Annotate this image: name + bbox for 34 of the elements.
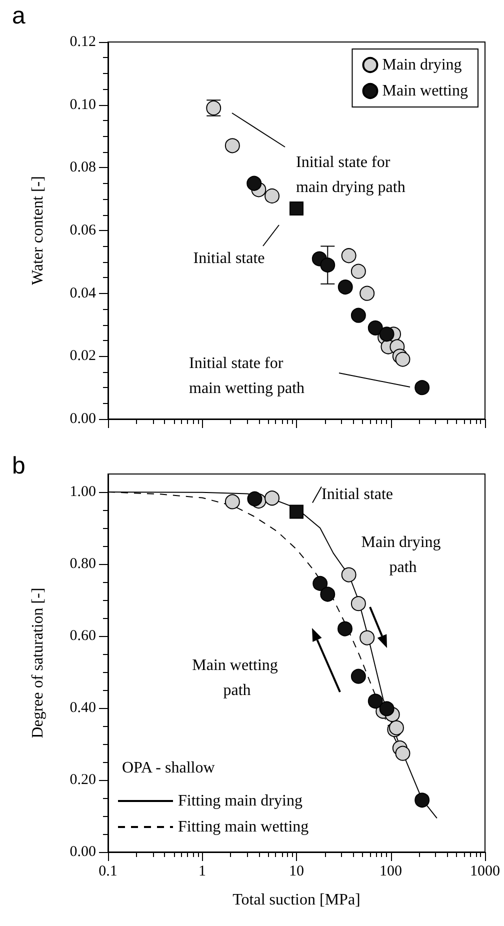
chart-title: b <box>12 452 26 480</box>
annotation: Main wetting path <box>192 657 282 699</box>
y-tick-label: 0.12 <box>70 34 96 50</box>
y-tick-label: 0.60 <box>70 628 96 644</box>
x-axis-title: Total suction [MPa] <box>232 892 360 908</box>
legend-label: Fitting main wetting <box>178 818 309 836</box>
annotation: Initial state <box>322 486 394 503</box>
y-tick-label: 0.02 <box>70 348 96 364</box>
annotation: Initial state for main drying path <box>296 154 406 196</box>
legend-label: Main wetting <box>382 82 468 100</box>
y-tick-label: 0.10 <box>70 96 96 113</box>
x-tick-label: 10 <box>289 864 304 880</box>
y-tick-label: 0.80 <box>70 556 96 572</box>
x-tick-label: 0.1 <box>98 864 118 880</box>
annotation: Initial state for main wetting path <box>189 355 305 397</box>
legend-title: OPA - shallow <box>122 760 216 776</box>
chart-title: a <box>12 2 26 30</box>
y-tick-label: 0.04 <box>70 285 96 302</box>
y-tick-label: 0.00 <box>70 411 96 427</box>
y-tick-label: 0.40 <box>70 700 96 716</box>
y-axis-title: Water content [-] <box>30 176 46 285</box>
legend-label: Fitting main drying <box>178 792 302 810</box>
x-tick-label: 1 <box>198 864 206 880</box>
y-tick-label: 0.08 <box>70 160 96 176</box>
annotation: Initial state <box>193 250 265 267</box>
legend-label: Main drying <box>382 56 462 74</box>
y-tick-label: 0.20 <box>70 772 96 788</box>
x-tick-label: 1000 <box>470 864 500 880</box>
y-tick-label: 1.00 <box>70 484 96 500</box>
y-axis-title: Degree of saturation [-] <box>30 588 46 738</box>
y-tick-label: 0.00 <box>70 844 96 860</box>
x-tick-label: 100 <box>380 864 402 880</box>
y-tick-label: 0.06 <box>70 222 96 238</box>
annotation: Main drying path <box>361 534 445 576</box>
